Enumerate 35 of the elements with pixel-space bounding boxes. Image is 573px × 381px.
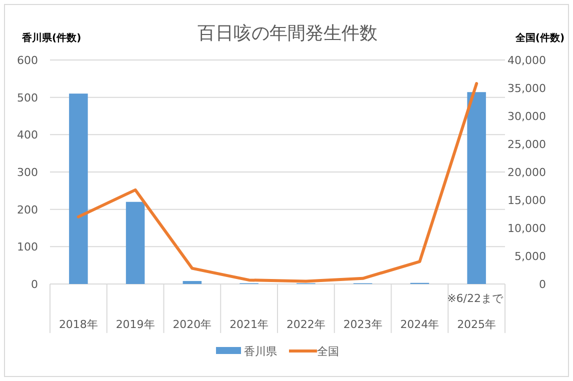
x-tick-label: 2021年 [230,318,269,331]
line-series [76,82,478,283]
bar [126,202,145,284]
x-tick-label: 2022年 [286,318,326,331]
y-tick-label: 500 [17,91,38,104]
y2-tick-label: 5,000 [514,250,546,263]
x-tick-label: 2019年 [116,318,155,331]
y-tick-label: 400 [17,128,38,142]
bar [182,281,202,284]
y2-tick-label: 10,000 [508,222,546,235]
y-tick-label: 0 [31,278,38,291]
y-tick-label: 300 [17,166,38,179]
text: ※6/22まで [447,292,504,305]
x-tick-label: 2023年 [343,318,382,331]
y2-tick-label: 30,000 [508,110,546,123]
x-tick-label: 2025年 [457,318,496,331]
legend-label: 全国 [317,345,339,358]
y2-tick-label: 15,000 [508,194,546,207]
y2-axis-title: 全国(件数) [514,32,565,44]
bar [467,92,486,284]
chart-title: 百日咳の年間発生件数 [198,23,378,44]
y-tick-label: 600 [17,54,38,67]
x-tick-label: 2024年 [400,318,440,331]
y-axis-title: 香川県(件数) [21,32,82,44]
bar [69,94,88,284]
x-tick-label: 2018年 [58,318,98,331]
y-tick-label: 200 [17,203,38,216]
y2-tick-label: 20,000 [508,166,546,179]
x-tick-label: 2020年 [172,318,212,331]
y-tick-label: 100 [17,240,38,254]
y2-tick-label: 25,000 [508,138,546,151]
legend-label: 香川県 [244,345,277,358]
y2-tick-label: 40,000 [508,54,546,67]
y2-tick-label: 35,000 [508,82,546,95]
y2-tick-label: 0 [539,278,546,291]
